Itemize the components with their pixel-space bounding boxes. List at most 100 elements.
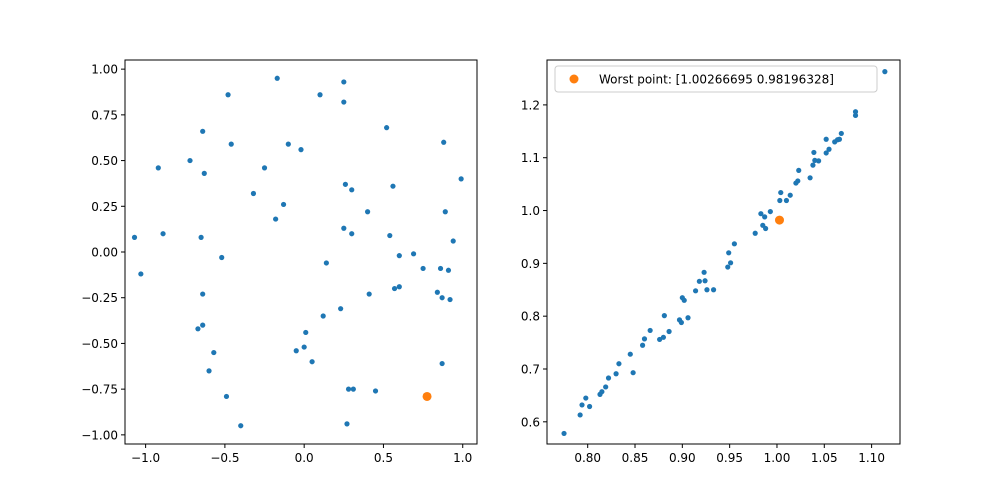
data-point [657, 336, 663, 343]
data-point [238, 423, 244, 429]
data-point [341, 99, 347, 105]
data-point [816, 158, 822, 164]
data-point [201, 170, 207, 176]
y-tick-label: 1.1 [521, 151, 540, 165]
x-tick-label: 0.95 [716, 451, 743, 465]
data-point [627, 351, 633, 357]
data-point [228, 141, 234, 147]
data-point [701, 269, 707, 275]
data-point [696, 278, 702, 284]
data-point [298, 147, 304, 153]
data-point [225, 92, 231, 98]
y-tick-label: 0.75 [91, 108, 118, 122]
data-point [138, 271, 144, 277]
data-point [586, 403, 593, 410]
data-point [812, 157, 818, 163]
data-point [450, 238, 456, 244]
data-point [160, 231, 166, 237]
y-tick-label: 0.8 [521, 310, 540, 324]
data-point [630, 370, 636, 376]
data-point [410, 251, 417, 257]
data-point [195, 326, 201, 332]
data-point [200, 291, 206, 297]
x-tick-label: 0.90 [669, 451, 696, 465]
data-point [458, 176, 464, 182]
data-point [445, 267, 452, 273]
data-point [758, 211, 764, 217]
data-point [710, 287, 717, 293]
data-point [826, 146, 832, 152]
data-point [342, 181, 348, 187]
data-point [599, 389, 605, 395]
data-point [206, 368, 212, 374]
x-tick-label: 1.0 [453, 451, 472, 465]
data-point [787, 192, 793, 198]
data-point [603, 384, 609, 390]
data-point [323, 260, 329, 266]
data-point [200, 322, 206, 328]
data-point [647, 327, 653, 334]
y-tick-label: 0.25 [91, 200, 118, 214]
data-point [639, 342, 646, 348]
axes-frame [124, 59, 478, 445]
data-point [349, 187, 355, 193]
data-point [641, 336, 648, 342]
data-point [727, 260, 734, 266]
data-point [678, 319, 684, 326]
data-point [783, 197, 790, 204]
y-tick-label: 1.00 [91, 63, 118, 77]
legend-marker [569, 74, 579, 84]
data-point [317, 92, 323, 98]
y-tick-label: 0.50 [91, 154, 118, 168]
data-point [763, 225, 769, 232]
data-point [613, 371, 619, 377]
data-point [796, 167, 802, 173]
data-point [852, 112, 859, 119]
data-point [250, 190, 257, 197]
data-point [685, 315, 691, 321]
data-point [344, 421, 350, 427]
data-point [390, 183, 396, 189]
data-point [155, 165, 161, 171]
data-point [836, 136, 843, 142]
y-tick-label: 0.6 [521, 415, 540, 429]
data-point [303, 329, 309, 336]
data-point [605, 375, 612, 381]
data-point [795, 178, 801, 184]
data-point [396, 253, 402, 259]
data-point [420, 265, 426, 272]
data-point [823, 136, 829, 142]
x-tick-label: 1.05 [811, 451, 838, 465]
legend-label: Worst point: [1.00266695 0.98196328] [599, 73, 834, 87]
data-point [704, 287, 710, 293]
y-tick-label: −0.75 [81, 383, 118, 397]
y-tick-label: −1.00 [81, 428, 118, 442]
highlight-point [774, 215, 784, 225]
data-point [391, 285, 398, 292]
y-tick-label: −0.50 [81, 337, 118, 351]
axes-frame [546, 59, 901, 445]
scatter-chart-right: 0.80 0.85 0.90 0.95 1.00 1.05 1.10 0.6 0.7 0.8 0.9… [521, 59, 901, 465]
legend-box [554, 65, 878, 93]
data-point [882, 69, 888, 75]
data-point [261, 165, 268, 171]
data-point [852, 109, 859, 115]
y-tick-label: 0.7 [521, 362, 540, 376]
x-tick-label: 1.00 [764, 451, 791, 465]
data-point [725, 264, 731, 270]
data-point [767, 208, 773, 215]
data-point [131, 234, 138, 240]
data-point [280, 201, 287, 208]
data-point [387, 232, 393, 239]
data-point [349, 231, 355, 237]
data-point [338, 306, 344, 312]
data-point [320, 313, 326, 319]
data-point [372, 388, 379, 394]
data-point [661, 313, 667, 319]
y-tick-label: 1.2 [521, 98, 540, 112]
scatter-chart-left: −1.0 −0.5 0.0 0.5 1.0 −1.00 −0.75 −0.50 −0.25 0.0… [81, 59, 478, 465]
data-point [666, 328, 672, 335]
data-point [731, 241, 737, 247]
data-point [309, 359, 315, 365]
